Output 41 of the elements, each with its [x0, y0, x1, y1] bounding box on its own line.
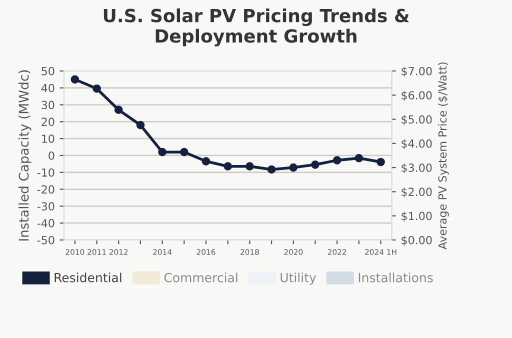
point [92, 84, 101, 93]
point [246, 162, 254, 171]
y2-tick-label: $6.00 [402, 90, 432, 101]
legend-label: Utility [280, 272, 316, 285]
point [70, 75, 80, 84]
point [354, 154, 364, 162]
y-tick-label: 10 [42, 134, 54, 143]
y-axis-title: Installed Capacity (MWdc) [18, 70, 32, 240]
y-tick-label: 40 [41, 84, 54, 92]
y-tick-label: 50 [42, 66, 54, 76]
y2-tick-label: $0.00 [402, 236, 432, 246]
point [289, 163, 298, 172]
chart-title: U.S. Solar PV Pricing Trends & Deployment Growth [104, 8, 409, 46]
y-tick-label: -50 [37, 236, 54, 244]
y2-tick-label: $7.00 [402, 66, 432, 77]
y-tick-label: -20 [37, 185, 54, 194]
legend-label: Installations [358, 272, 433, 282]
point [202, 157, 210, 166]
point [136, 120, 145, 130]
y2-tick-label: $4.00 [402, 139, 432, 150]
y-tick-label: -30 [37, 202, 54, 211]
y-tick-label: 30 [42, 100, 54, 110]
legend-label: Commercial [164, 272, 238, 282]
y2-tick-label: $3.00 [402, 163, 432, 174]
point [180, 148, 188, 156]
point [311, 160, 320, 169]
point [332, 156, 342, 164]
point [267, 165, 276, 174]
y2-tick-label: $2.00 [402, 187, 432, 198]
point [224, 162, 232, 171]
y-tick-label: 20 [42, 118, 54, 126]
point [158, 148, 166, 156]
point [114, 106, 123, 114]
point [376, 158, 385, 166]
y2-axis-title: Average PV System Price ($/Watt) [438, 62, 449, 250]
y-tick-label: -10 [37, 168, 54, 177]
y2-tick-label: $1.00 [402, 212, 432, 222]
legend-label: Residential [54, 272, 122, 282]
y-tick-label: -40 [37, 219, 54, 228]
y2-tick-label: $5.00 [402, 115, 432, 126]
y-tick-label: 0 [48, 151, 54, 160]
